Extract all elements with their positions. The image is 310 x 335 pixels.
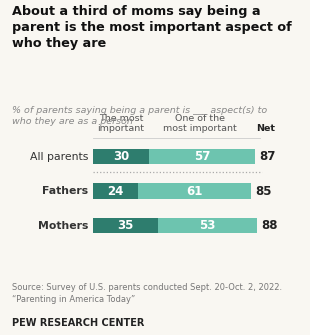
Text: PEW RESEARCH CENTER: PEW RESEARCH CENTER: [12, 318, 145, 328]
Bar: [149, 149, 255, 164]
Text: Mothers: Mothers: [38, 220, 88, 230]
Bar: [158, 218, 257, 233]
Text: 85: 85: [256, 185, 272, 198]
Text: 30: 30: [113, 150, 129, 163]
Text: Source: Survey of U.S. parents conducted Sept. 20-Oct. 2, 2022.
“Parenting in Am: Source: Survey of U.S. parents conducted…: [12, 283, 282, 304]
Text: 53: 53: [199, 219, 215, 232]
Bar: [138, 184, 251, 199]
Text: 35: 35: [117, 219, 134, 232]
Bar: [93, 184, 138, 199]
Text: 61: 61: [186, 185, 202, 198]
Text: % of parents saying being a parent is ___ aspect(s) to
who they are as a person: % of parents saying being a parent is __…: [12, 106, 268, 126]
Text: Net: Net: [256, 124, 276, 133]
Text: 24: 24: [107, 185, 123, 198]
Text: Fathers: Fathers: [42, 186, 88, 196]
Text: One of the
most important: One of the most important: [163, 114, 237, 133]
Text: 57: 57: [194, 150, 210, 163]
Text: The most
important: The most important: [97, 114, 144, 133]
Text: 88: 88: [261, 219, 278, 232]
Bar: [93, 149, 149, 164]
Bar: [93, 218, 158, 233]
Text: 87: 87: [259, 150, 276, 163]
Text: All parents: All parents: [30, 151, 88, 161]
Text: About a third of moms say being a
parent is the most important aspect of
who the: About a third of moms say being a parent…: [12, 5, 292, 50]
